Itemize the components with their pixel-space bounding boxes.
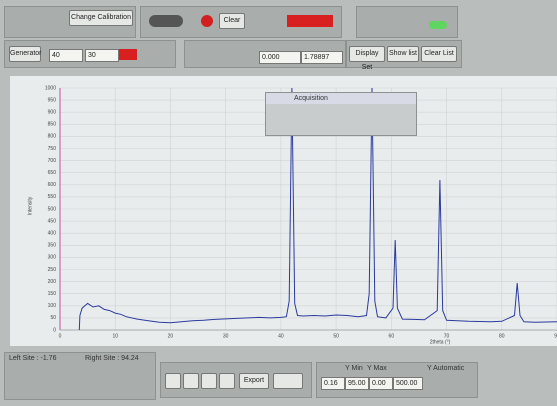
x-tick-label: 20 xyxy=(168,333,174,339)
generator-button[interactable]: Generator xyxy=(9,46,41,62)
y-tick-label: 600 xyxy=(48,182,57,188)
y-tick-label: 450 xyxy=(48,218,57,224)
left-site: Left Site : -1.76 xyxy=(9,355,56,362)
y-automatic: Y Automatic xyxy=(427,365,464,372)
y-tick-label: 500 xyxy=(48,206,57,212)
x-tick-label: 60 xyxy=(389,333,395,339)
generator-panel: Generator 40 30 xyxy=(4,40,176,68)
x-tick-label: 40 xyxy=(278,333,284,339)
calibration-button[interactable]: Change Calibration xyxy=(69,10,133,26)
x-axis-title: 2theta (°) xyxy=(430,339,451,345)
clear-button[interactable]: Clear xyxy=(219,13,245,29)
x-tick-label: 30 xyxy=(223,333,229,339)
scan-panel: 0.000 1.78897 xyxy=(184,40,346,68)
y-tick-label: 250 xyxy=(48,267,57,273)
y-tick-label: 200 xyxy=(48,279,57,285)
status-led xyxy=(429,21,447,29)
y-tick-label: 800 xyxy=(48,134,57,140)
y-tick-label: 0 xyxy=(53,327,56,333)
window-title: Acquisition xyxy=(294,95,328,102)
scale-panel: Y Min Y Max Y Automatic 0.16 95.00 0.00 … xyxy=(316,362,478,398)
y-tick-label: 100 xyxy=(48,303,57,309)
stop-indicator xyxy=(201,15,213,27)
control-panel: Clear xyxy=(140,6,342,38)
tool-button[interactable] xyxy=(201,373,217,389)
field[interactable]: 500.00 xyxy=(393,377,423,390)
site-panel: Left Site : -1.76 Right Site : 94.24 xyxy=(4,352,156,400)
page: Change Calibration Clear Generator 40 30… xyxy=(0,0,557,406)
y-tick-label: 50 xyxy=(50,315,56,321)
display-set-button[interactable]: Display Set xyxy=(349,46,385,62)
y-max-label: Y Max xyxy=(367,365,387,372)
x-tick-label: 0 xyxy=(59,333,62,339)
y-tick-label: 700 xyxy=(48,158,57,164)
y-min-label: Y Min xyxy=(345,365,363,372)
y-tick-label: 850 xyxy=(48,122,57,128)
file-panel: Change Calibration xyxy=(4,6,136,38)
clear-list-button[interactable]: Clear List xyxy=(421,46,457,62)
export-button[interactable]: Export xyxy=(239,373,269,389)
x-tick-label: 50 xyxy=(333,333,339,339)
print-button[interactable] xyxy=(273,373,303,389)
wavelength-field[interactable]: 1.78897 xyxy=(301,51,343,64)
x-tick-label: 80 xyxy=(499,333,505,339)
field[interactable]: 0.16 xyxy=(321,377,345,390)
tool-button[interactable] xyxy=(219,373,235,389)
y-axis-title: Intensity xyxy=(27,196,33,215)
y-tick-label: 550 xyxy=(48,194,57,200)
acquisition-window: Acquisition xyxy=(265,92,417,136)
show-list-button[interactable]: Show list xyxy=(387,46,419,62)
field[interactable]: 0.00 xyxy=(369,377,393,390)
xray-indicator xyxy=(119,49,137,60)
right-site: Right Site : 94.24 xyxy=(85,355,139,362)
y-tick-label: 900 xyxy=(48,110,57,116)
start-field[interactable]: 0.000 xyxy=(259,51,301,64)
status-panel xyxy=(356,6,458,38)
tool-button[interactable] xyxy=(165,373,181,389)
tool-button[interactable] xyxy=(183,373,199,389)
x-tick-label: 10 xyxy=(112,333,118,339)
toggle[interactable] xyxy=(149,15,183,27)
y-tick-label: 350 xyxy=(48,243,57,249)
y-tick-label: 300 xyxy=(48,255,57,261)
y-tick-label: 150 xyxy=(48,291,57,297)
y-tick-label: 1000 xyxy=(45,85,56,91)
y-tick-label: 750 xyxy=(48,146,57,152)
alarm-indicator xyxy=(287,15,333,27)
field[interactable]: 95.00 xyxy=(345,377,369,390)
list-panel: Display Set Show list Clear List xyxy=(346,40,462,68)
y-tick-label: 650 xyxy=(48,170,57,176)
y-tick-label: 950 xyxy=(48,97,57,103)
x-tick-label: 70 xyxy=(444,333,450,339)
window-titlebar xyxy=(266,93,416,104)
tools-panel: Export xyxy=(160,362,312,398)
y-tick-label: 400 xyxy=(48,231,57,237)
current-field[interactable]: 30 xyxy=(85,49,119,62)
voltage-field[interactable]: 40 xyxy=(49,49,83,62)
